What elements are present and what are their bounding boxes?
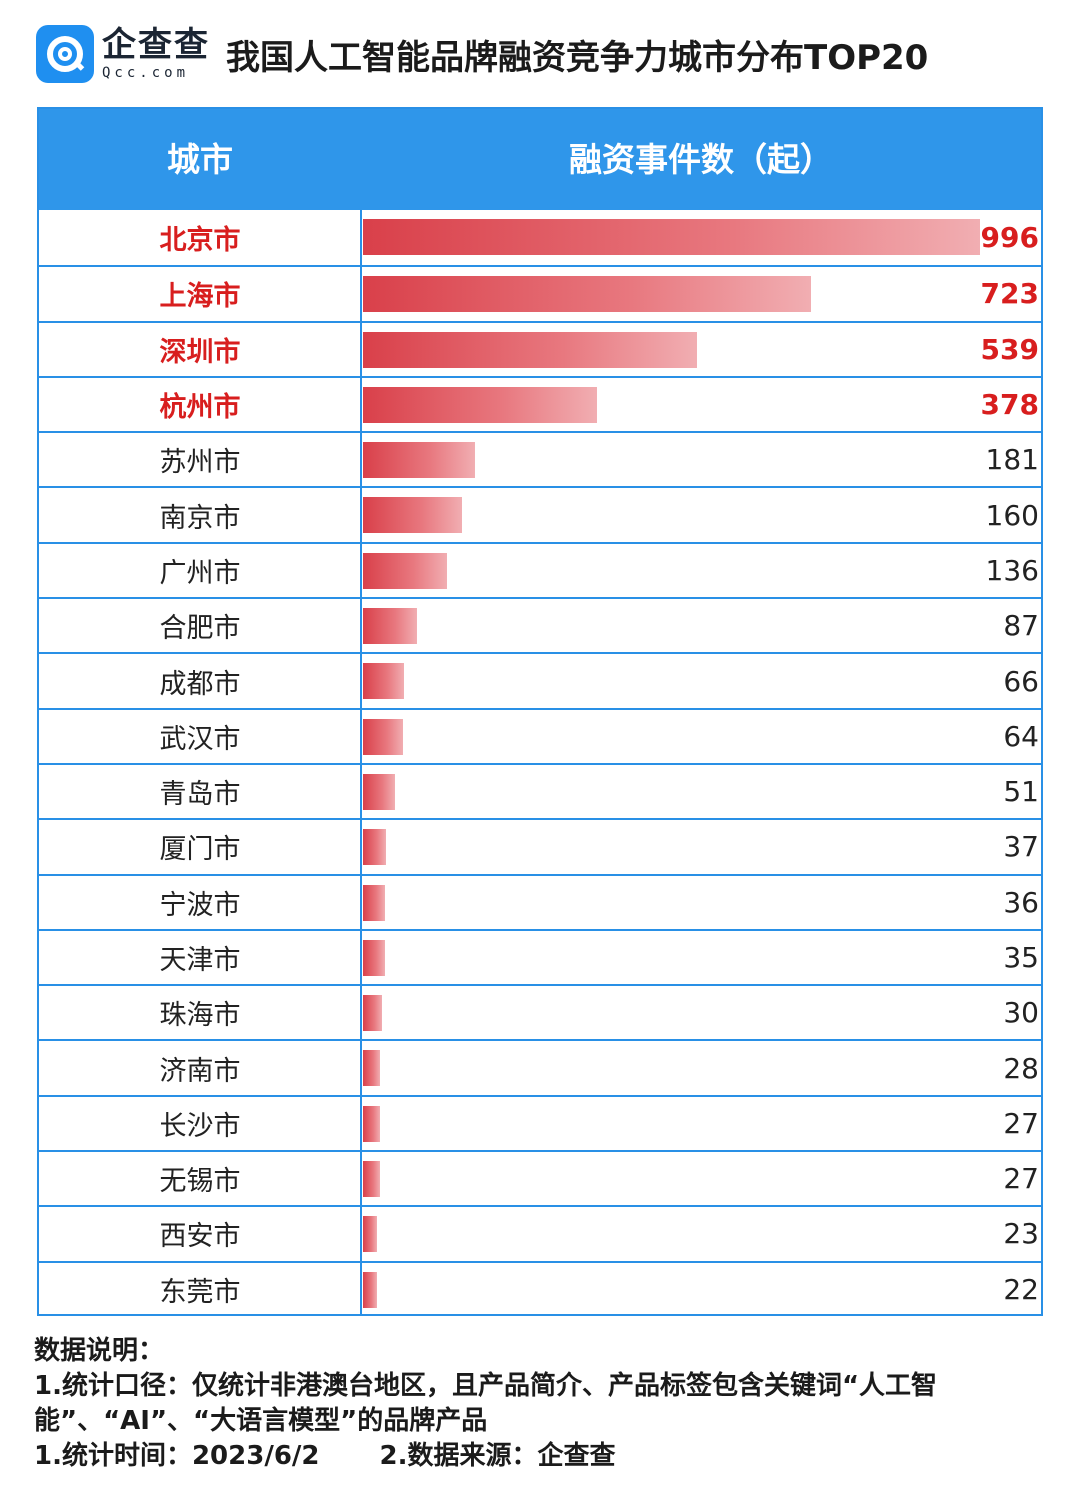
value-label: 160 (985, 498, 1039, 532)
bar (363, 829, 386, 866)
city-label: 武汉市 (159, 723, 241, 755)
table-row: 广州市 136 (39, 541, 1041, 597)
logo-text: 企查查 Qcc.com (102, 28, 210, 80)
column-header-count: 融资事件数（起） (569, 140, 833, 179)
value-label: 66 (1003, 664, 1039, 698)
bar (363, 1161, 380, 1198)
city-label: 杭州市 (159, 392, 241, 424)
table-row: 宁波市 36 (39, 873, 1041, 929)
value-label: 51 (1003, 775, 1039, 809)
value-label: 87 (1003, 609, 1039, 643)
footnotes: 数据说明： 1.统计口径：仅统计非港澳台地区，且产品简介、产品标签包含关键词“人… (34, 1334, 1064, 1474)
bar (363, 219, 980, 255)
bar (363, 442, 476, 479)
qcc-logo-icon (36, 25, 94, 83)
bar (363, 939, 385, 976)
table-row: 杭州市 378 (39, 375, 1041, 431)
value-label: 30 (1003, 996, 1039, 1030)
table-row: 上海市 723 (39, 265, 1041, 320)
bar (363, 995, 382, 1032)
value-label: 27 (1003, 1162, 1039, 1196)
ranking-table: 城市 融资事件数（起） 北京市 996 上海市 723 深圳市 539 杭州市 378 苏州市 1… (37, 107, 1043, 1316)
bar (363, 386, 598, 423)
bar (363, 1271, 377, 1308)
value-label: 36 (1003, 885, 1039, 919)
city-label: 无锡市 (159, 1166, 241, 1198)
table-row: 北京市 996 (39, 210, 1041, 265)
bar (363, 884, 386, 921)
table-row: 东莞市 22 (39, 1260, 1041, 1316)
city-label: 合肥市 (159, 613, 241, 645)
bar (363, 1216, 378, 1253)
value-label: 378 (980, 388, 1039, 422)
table-row: 西安市 23 (39, 1205, 1041, 1260)
table-row: 武汉市 64 (39, 707, 1041, 763)
value-label: 64 (1003, 719, 1039, 753)
bar (363, 1105, 380, 1142)
table-row: 成都市 66 (39, 652, 1041, 707)
value-label: 28 (1003, 1051, 1039, 1085)
value-label: 23 (1003, 1217, 1039, 1251)
city-label: 长沙市 (159, 1110, 241, 1142)
value-label: 22 (1003, 1272, 1039, 1306)
value-label: 35 (1003, 941, 1039, 974)
bar (363, 608, 417, 645)
table-row: 苏州市 181 (39, 431, 1041, 486)
city-label: 广州市 (159, 557, 241, 589)
header: 企查查 Qcc.com 我国人工智能品牌融资竞争力城市分布TOP20 (36, 22, 1046, 86)
table-row: 青岛市 51 (39, 762, 1041, 818)
city-label: 珠海市 (159, 1000, 241, 1032)
bar (363, 552, 448, 589)
city-label: 苏州市 (159, 447, 241, 479)
city-label: 上海市 (159, 281, 241, 313)
logo-en: Qcc.com (102, 65, 190, 81)
page-title: 我国人工智能品牌融资竞争力城市分布TOP20 (226, 37, 929, 78)
table-header: 城市 融资事件数（起） (39, 109, 1041, 210)
table-body: 北京市 996 上海市 723 深圳市 539 杭州市 378 苏州市 181 南京市 160 广州市 1… (39, 210, 1041, 1316)
bar (363, 276, 811, 313)
city-label: 成都市 (159, 668, 241, 700)
table-row: 济南市 28 (39, 1039, 1041, 1094)
value-label: 37 (1003, 830, 1039, 864)
notes-source: 2.数据来源：企查查 (379, 1441, 616, 1471)
city-label: 青岛市 (159, 779, 241, 811)
table-row: 深圳市 539 (39, 320, 1041, 376)
value-label: 996 (980, 221, 1039, 255)
bar (363, 663, 404, 700)
table-row: 合肥市 87 (39, 597, 1041, 652)
notes-heading: 数据说明： (34, 1336, 165, 1366)
bar (363, 331, 697, 368)
column-header-city: 城市 (167, 140, 233, 179)
table-row: 长沙市 27 (39, 1094, 1041, 1150)
value-label: 136 (985, 553, 1039, 587)
value-label: 181 (985, 443, 1039, 477)
notes-scope: 1.统计口径：仅统计非港澳台地区，且产品简介、产品标签包含关键词“人工智能”、“… (34, 1371, 938, 1436)
table-row: 厦门市 37 (39, 818, 1041, 873)
table-row: 无锡市 27 (39, 1150, 1041, 1205)
notes-time: 1.统计时间：2023/6/2 (34, 1441, 320, 1471)
bar (363, 773, 395, 810)
city-label: 济南市 (159, 1055, 241, 1087)
logo-cn: 企查查 (102, 25, 210, 65)
value-label: 539 (980, 332, 1039, 366)
table-row: 南京市 160 (39, 486, 1041, 541)
bar (363, 1050, 381, 1087)
table-row: 珠海市 30 (39, 984, 1041, 1039)
city-label: 宁波市 (159, 889, 241, 921)
city-label: 深圳市 (159, 336, 241, 368)
table-row: 天津市 35 (39, 928, 1041, 984)
city-label: 西安市 (159, 1221, 241, 1253)
city-label: 天津市 (159, 945, 241, 976)
city-label: 东莞市 (159, 1276, 241, 1308)
value-label: 723 (980, 277, 1039, 311)
bar (363, 497, 463, 534)
city-label: 北京市 (159, 225, 241, 257)
city-label: 南京市 (159, 502, 241, 534)
bar (363, 718, 403, 755)
city-label: 厦门市 (159, 834, 241, 866)
value-label: 27 (1003, 1106, 1039, 1140)
